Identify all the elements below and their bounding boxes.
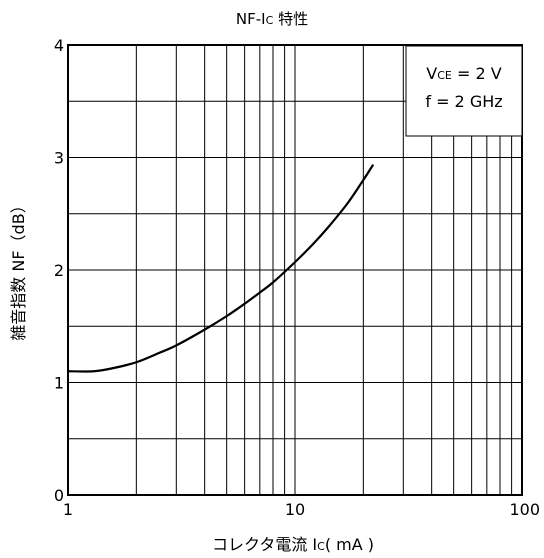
y-tick-label: 3 — [54, 149, 64, 168]
y-tick-label: 4 — [54, 36, 64, 55]
x-axis-label-main: コレクタ電流 I — [212, 535, 317, 554]
grid-lines — [67, 44, 522, 496]
condition-freq: f = 2 GHz — [425, 92, 502, 111]
y-axis-label: 雑音指数 NF（dB） — [9, 197, 28, 340]
chart-title-main: NF-I — [236, 10, 266, 28]
x-axis-label-sub: C — [317, 540, 325, 553]
condition-box-frame — [405, 45, 523, 137]
condition-vce: VCE = 2 V — [426, 64, 501, 83]
y-tick-label: 1 — [54, 374, 64, 393]
y-tick-label: 2 — [54, 261, 64, 280]
condition-box: VCE = 2 V f = 2 GHz — [405, 45, 523, 137]
x-tick-label: 1 — [63, 500, 73, 519]
nf-curve — [66, 164, 374, 373]
x-axis-label-tail: ( mA ) — [325, 535, 374, 554]
condition-vce-sub: CE — [437, 69, 452, 82]
chart-title-sub: C — [266, 14, 274, 27]
plot-frame — [67, 44, 523, 496]
x-tick-label: 10 — [285, 500, 305, 519]
condition-vce-tail: = 2 V — [452, 64, 502, 83]
condition-vce-main: V — [426, 64, 437, 83]
chart-title-tail: 特性 — [273, 10, 308, 28]
x-tick-label: 100 — [509, 500, 540, 519]
x-axis-label: コレクタ電流 IC( mA ) — [212, 535, 374, 554]
chart-title: NF-IC 特性 — [236, 10, 308, 28]
y-tick-label: 0 — [54, 486, 64, 505]
